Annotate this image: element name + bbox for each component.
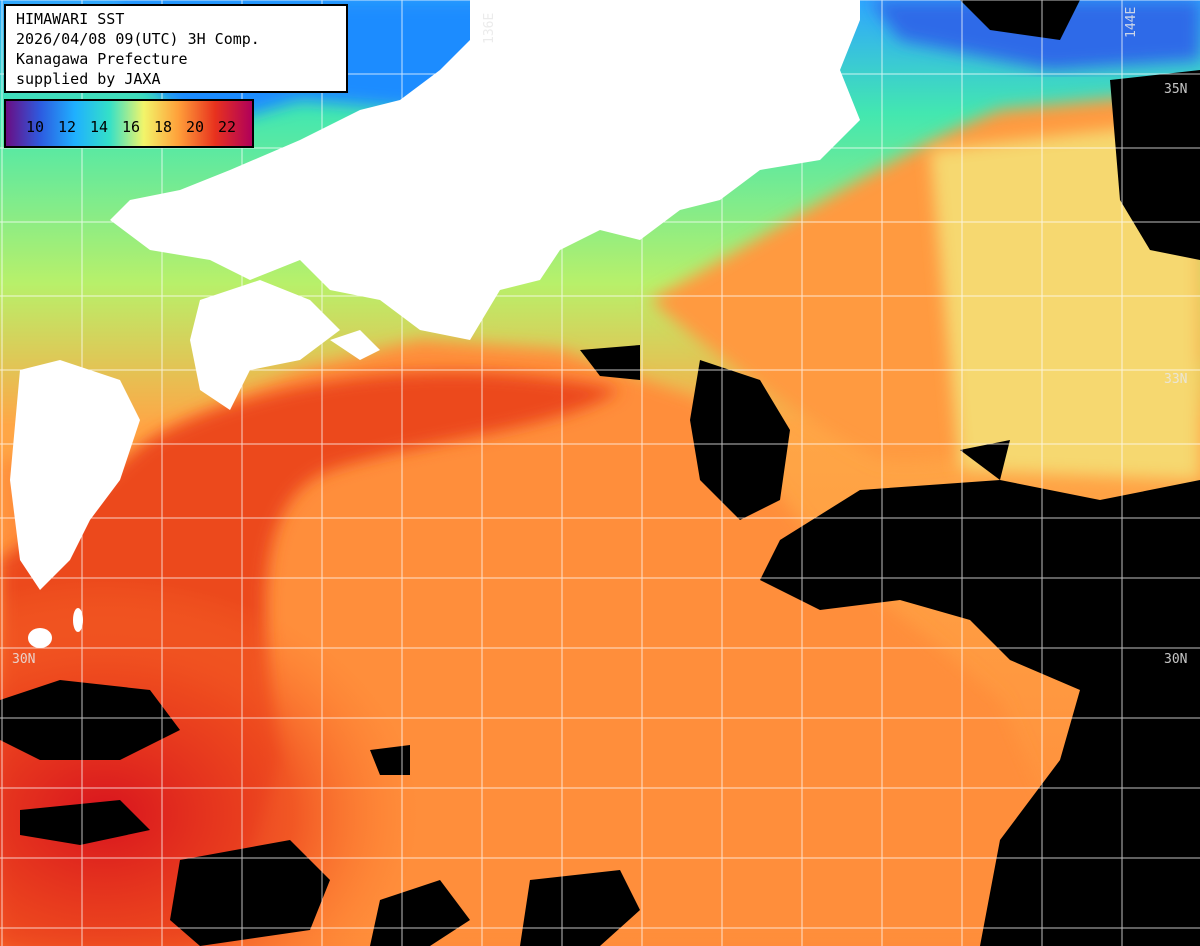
lon-label-136e: 136E <box>482 12 497 44</box>
product-title: HIMAWARI SST <box>16 10 125 28</box>
info-box: HIMAWARI SST 2026/04/08 09(UTC) 3H Comp.… <box>4 4 348 93</box>
credit: supplied by JAXA <box>16 70 161 88</box>
legend-tick: 22 <box>218 118 237 136</box>
lat-label-35n-right: 35N <box>1164 82 1188 97</box>
land <box>10 0 860 648</box>
timestamp: 2026/04/08 09(UTC) 3H Comp. <box>16 30 260 48</box>
legend-gradient <box>6 101 252 146</box>
legend-tick: 16 <box>122 118 141 136</box>
legend-tick: 14 <box>90 118 109 136</box>
provider: Kanagawa Prefecture <box>16 50 188 68</box>
legend-tick: 10 <box>26 118 45 136</box>
lat-label-33n-right: 33N <box>1164 372 1188 387</box>
lat-label-30n-left: 30N <box>12 652 36 667</box>
legend-tick: 20 <box>186 118 205 136</box>
legend-tick: 18 <box>154 118 173 136</box>
lon-label-144e: 144E <box>1124 6 1139 38</box>
color-scale-legend: 10 12 14 16 18 20 22 <box>4 99 254 148</box>
lat-label-30n-right: 30N <box>1164 652 1188 667</box>
legend-tick: 12 <box>58 118 77 136</box>
